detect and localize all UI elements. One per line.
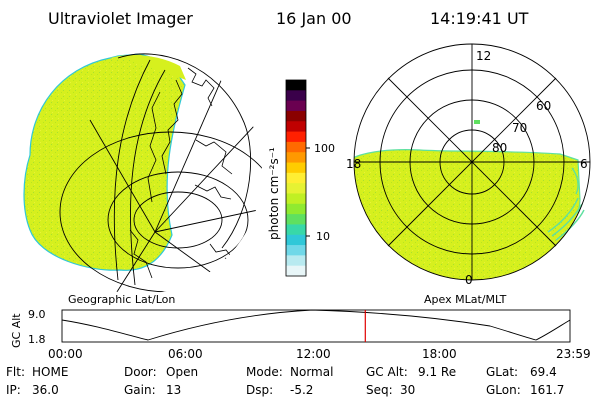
mlt-label-6: 6	[580, 157, 588, 171]
edge-arcs	[547, 167, 585, 241]
aurora-spot	[474, 120, 480, 124]
status-ip-label: IP:	[6, 383, 21, 397]
coastlines	[129, 67, 250, 279]
geographic-image	[23, 53, 262, 294]
colorbar-unit-label: photon cm⁻²s⁻¹	[267, 147, 281, 240]
colorbar: 100 10 photon cm⁻²s⁻¹	[267, 79, 335, 277]
altitude-ylabel: GC Alt	[10, 313, 23, 348]
colorbar-cell	[286, 172, 306, 184]
colorbar-cell	[286, 141, 306, 153]
geographic-caption: Geographic Lat/Lon	[68, 293, 175, 306]
status-bar: Flt: HOME Door: Open Mode: Normal GC Alt…	[6, 365, 564, 397]
colorbar-cell	[286, 193, 306, 205]
colorbar-cell	[286, 234, 306, 246]
status-door-label: Door:	[124, 365, 157, 379]
time-tick-2: 12:00	[296, 347, 331, 361]
status-mode-value: Normal	[290, 365, 333, 379]
colorbar-cell	[286, 255, 306, 267]
status-gcalt-label: GC Alt:	[366, 365, 408, 379]
colorbar-cell	[286, 183, 306, 194]
status-gcalt-value: 9.1 Re	[418, 365, 456, 379]
mlat-label-70: 70	[512, 121, 527, 135]
altitude-ytick-min: 1.8	[28, 333, 46, 346]
altitude-curve	[61, 309, 571, 341]
colorbar-cell	[286, 214, 306, 225]
colorbar-cell	[286, 162, 306, 174]
time-tick-1: 06:00	[168, 347, 203, 361]
time-tick-0: 00:00	[48, 347, 83, 361]
time-tick-4: 23:59	[556, 347, 591, 361]
time-label: 14:19:41 UT	[430, 9, 529, 28]
status-gain-label: Gain:	[124, 383, 156, 397]
colorbar-tick-100: 100	[314, 142, 335, 155]
altitude-ytick-max: 9.0	[28, 308, 46, 321]
status-seq-value: 30	[400, 383, 415, 397]
mlt-label-0: 0	[465, 273, 473, 287]
time-tick-3: 18:00	[422, 347, 457, 361]
colorbar-cell	[286, 90, 306, 102]
app-title: Ultraviolet Imager	[48, 9, 193, 28]
altitude-plot: GC Alt 9.0 1.8 00:00 06:00 12:00 18:00 2…	[10, 308, 591, 361]
status-glon-label: GLon:	[486, 383, 521, 397]
date-label: 16 Jan 00	[276, 9, 352, 28]
status-glat-label: GLat:	[486, 365, 518, 379]
status-flt-value: HOME	[32, 365, 68, 379]
mlat-label-60: 60	[536, 99, 551, 113]
status-seq-label: Seq:	[366, 383, 393, 397]
polar-image: 12 0 18 6 60 70 80	[346, 43, 591, 287]
colorbar-cell	[286, 245, 306, 256]
polar-caption: Apex MLat/MLT	[424, 293, 507, 306]
status-dsp-value: -5.2	[290, 383, 313, 397]
status-door-value: Open	[166, 365, 198, 379]
status-mode-label: Mode:	[246, 365, 283, 379]
status-glon-value: 161.7	[530, 383, 564, 397]
aurora-image-left	[23, 53, 186, 271]
mlt-label-12: 12	[476, 49, 491, 63]
colorbar-cell	[286, 203, 306, 215]
colorbar-cell	[286, 110, 306, 122]
status-gain-value: 13	[166, 383, 181, 397]
colorbar-cell	[286, 152, 306, 164]
mlt-label-18: 18	[346, 157, 361, 171]
status-dsp-label: Dsp:	[246, 383, 273, 397]
colorbar-tick-10: 10	[316, 230, 330, 243]
status-ip-value: 36.0	[32, 383, 59, 397]
polar-grid	[353, 43, 591, 281]
colorbar-cell	[286, 265, 306, 277]
colorbar-cell	[286, 131, 306, 143]
colorbar-cell	[286, 100, 306, 112]
colorbar-cell	[286, 121, 306, 133]
status-flt-label: Flt:	[6, 365, 25, 379]
colorbar-cell	[286, 224, 306, 236]
status-glat-value: 69.4	[530, 365, 557, 379]
colorbar-cell	[286, 80, 306, 91]
mlat-label-80: 80	[492, 141, 507, 155]
